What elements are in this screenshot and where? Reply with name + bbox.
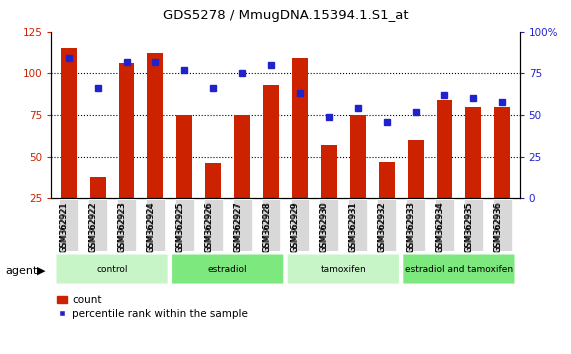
Text: GSM362936: GSM362936 (493, 201, 502, 252)
Text: GSM362930: GSM362930 (320, 201, 329, 252)
FancyBboxPatch shape (291, 199, 309, 251)
Bar (206, 163, 221, 198)
Text: GSM362923: GSM362923 (118, 201, 127, 252)
Text: GSM362932: GSM362932 (377, 202, 387, 253)
Text: tamoxifen: tamoxifen (320, 264, 366, 274)
Text: control: control (96, 264, 128, 274)
Text: GSM362929: GSM362929 (291, 201, 300, 252)
Text: GSM362935: GSM362935 (464, 201, 473, 252)
Text: GDS5278 / MmugDNA.15394.1.S1_at: GDS5278 / MmugDNA.15394.1.S1_at (163, 9, 408, 22)
Bar (234, 115, 250, 198)
Text: GSM362934: GSM362934 (436, 202, 444, 253)
Text: GSM362925: GSM362925 (175, 202, 184, 253)
Bar (436, 100, 452, 198)
FancyBboxPatch shape (377, 199, 396, 251)
Bar (408, 140, 424, 198)
Bar (176, 115, 192, 198)
Text: GSM362927: GSM362927 (233, 202, 242, 253)
Bar (465, 107, 481, 198)
Text: GSM362921: GSM362921 (60, 202, 69, 253)
Bar (263, 85, 279, 198)
FancyBboxPatch shape (348, 199, 367, 251)
FancyBboxPatch shape (59, 199, 78, 251)
Text: GSM362933: GSM362933 (407, 202, 416, 253)
FancyBboxPatch shape (146, 199, 165, 251)
Text: GSM362929: GSM362929 (291, 202, 300, 253)
Text: GSM362936: GSM362936 (493, 202, 502, 253)
Bar (119, 63, 135, 198)
Bar (147, 53, 163, 198)
Text: GSM362931: GSM362931 (349, 202, 358, 253)
Text: GSM362921: GSM362921 (60, 201, 69, 252)
Legend: count, percentile rank within the sample: count, percentile rank within the sample (57, 296, 248, 319)
Text: GSM362924: GSM362924 (146, 202, 155, 253)
FancyBboxPatch shape (464, 199, 482, 251)
FancyBboxPatch shape (402, 253, 516, 285)
Text: GSM362928: GSM362928 (262, 201, 271, 252)
FancyBboxPatch shape (435, 199, 454, 251)
FancyBboxPatch shape (117, 199, 136, 251)
FancyBboxPatch shape (55, 253, 169, 285)
Text: GSM362926: GSM362926 (204, 201, 213, 252)
Text: GSM362932: GSM362932 (377, 201, 387, 252)
FancyBboxPatch shape (406, 199, 425, 251)
Text: ▶: ▶ (37, 266, 46, 276)
Bar (90, 177, 106, 198)
FancyBboxPatch shape (319, 199, 338, 251)
Text: estradiol: estradiol (208, 264, 247, 274)
FancyBboxPatch shape (262, 199, 280, 251)
Text: agent: agent (6, 266, 38, 276)
Bar (321, 145, 337, 198)
Text: GSM362933: GSM362933 (407, 201, 416, 252)
FancyBboxPatch shape (287, 253, 400, 285)
Text: GSM362931: GSM362931 (349, 201, 358, 252)
Text: GSM362922: GSM362922 (89, 202, 98, 253)
Text: GSM362935: GSM362935 (464, 202, 473, 253)
FancyBboxPatch shape (493, 199, 512, 251)
Text: GSM362923: GSM362923 (118, 202, 127, 253)
Text: GSM362925: GSM362925 (175, 201, 184, 252)
Text: GSM362924: GSM362924 (146, 201, 155, 252)
Text: GSM362930: GSM362930 (320, 202, 329, 253)
Text: GSM362926: GSM362926 (204, 202, 213, 253)
FancyBboxPatch shape (175, 199, 194, 251)
Bar (379, 162, 395, 198)
FancyBboxPatch shape (204, 199, 223, 251)
Text: GSM362922: GSM362922 (89, 201, 98, 252)
FancyBboxPatch shape (233, 199, 252, 251)
Text: GSM362927: GSM362927 (233, 201, 242, 252)
Text: GSM362934: GSM362934 (436, 201, 444, 252)
Text: GSM362928: GSM362928 (262, 202, 271, 253)
FancyBboxPatch shape (89, 199, 107, 251)
Bar (292, 58, 308, 198)
Bar (61, 48, 77, 198)
Text: estradiol and tamoxifen: estradiol and tamoxifen (405, 264, 513, 274)
FancyBboxPatch shape (171, 253, 284, 285)
Bar (350, 115, 365, 198)
Bar (494, 107, 510, 198)
